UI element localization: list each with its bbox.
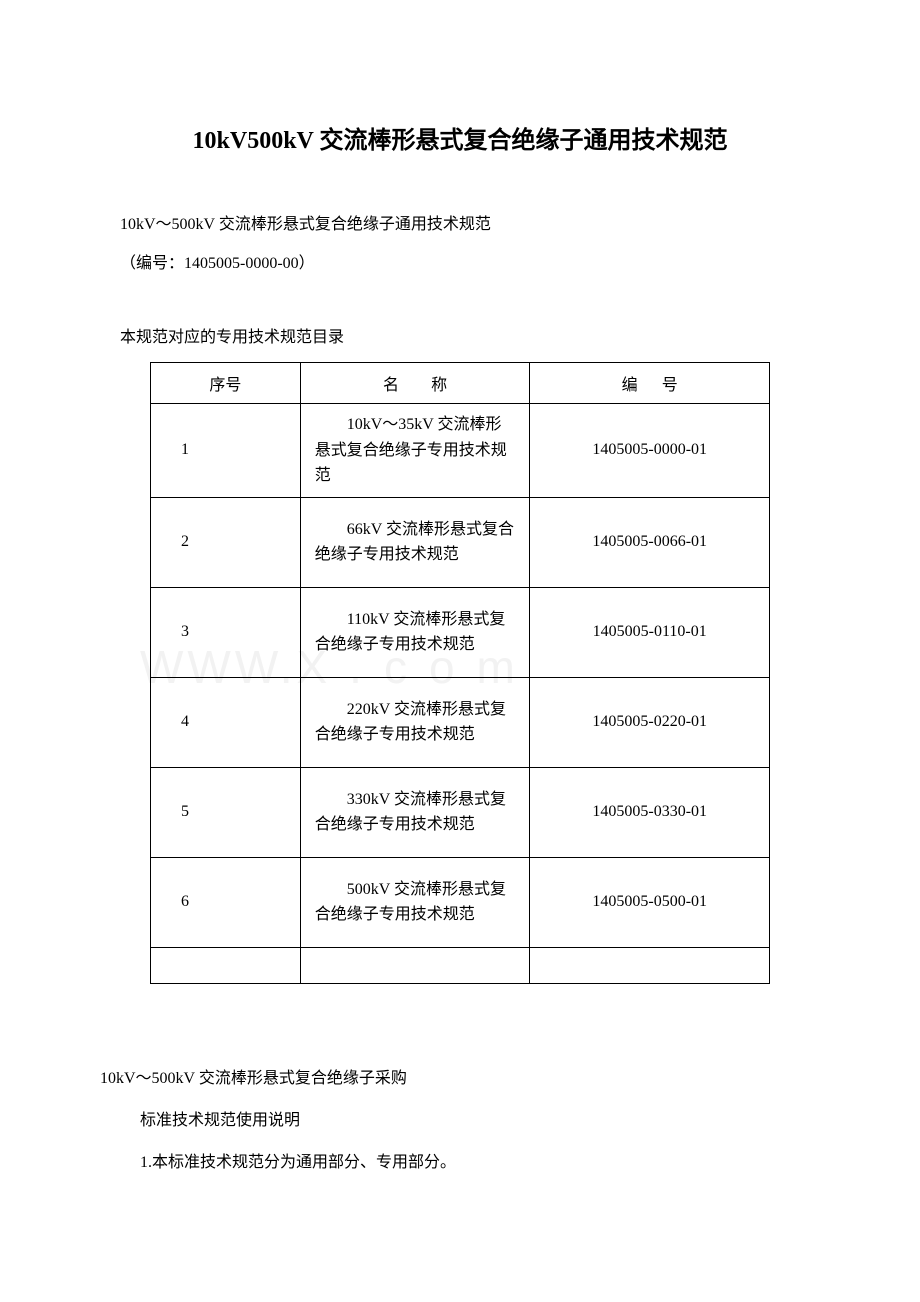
cell-name: 10kV～35kV 交流棒形悬式复合绝缘子专用技术规范 [300,404,530,498]
cell-name: 330kV 交流棒形悬式复合绝缘子专用技术规范 [300,767,530,857]
bottom-line-2: 标准技术规范使用说明 [100,1106,820,1130]
cell-name: 110kV 交流棒形悬式复合绝缘子专用技术规范 [300,587,530,677]
table-row: 5 330kV 交流棒形悬式复合绝缘子专用技术规范 1405005-0330-0… [151,767,770,857]
document-subtitle: 10kV～500kV 交流棒形悬式复合绝缘子通用技术规范 [100,210,820,234]
cell-name-text: 10kV～35kV 交流棒形悬式复合绝缘子专用技术规范 [315,412,518,489]
cell-name-text: 330kV 交流棒形悬式复合绝缘子专用技术规范 [315,787,518,838]
cell-code: 1405005-0110-01 [530,587,770,677]
header-seq: 序号 [151,363,301,404]
cell-empty [530,947,770,983]
header-name: 名 称 [300,363,530,404]
table-header-row: 序号 名 称 编 号 [151,363,770,404]
header-code: 编 号 [530,363,770,404]
cell-name: 220kV 交流棒形悬式复合绝缘子专用技术规范 [300,677,530,767]
cell-code: 1405005-0066-01 [530,497,770,587]
cell-name-text: 110kV 交流棒形悬式复合绝缘子专用技术规范 [315,607,518,658]
table-row: 1 10kV～35kV 交流棒形悬式复合绝缘子专用技术规范 1405005-00… [151,404,770,498]
table-empty-row [151,947,770,983]
header-name-prefix: 名 [383,377,399,394]
table-row: 6 500kV 交流棒形悬式复合绝缘子专用技术规范 1405005-0500-0… [151,857,770,947]
spec-table: 序号 名 称 编 号 1 10kV～35kV 交流棒形悬式复合绝缘子专用技术规范… [150,362,770,984]
cell-name-text: 500kV 交流棒形悬式复合绝缘子专用技术规范 [315,877,518,928]
cell-code: 1405005-0000-01 [530,404,770,498]
document-title: 10kV500kV 交流棒形悬式复合绝缘子通用技术规范 [100,120,820,155]
table-row: 2 66kV 交流棒形悬式复合绝缘子专用技术规范 1405005-0066-01 [151,497,770,587]
cell-seq: 6 [151,857,301,947]
cell-empty [151,947,301,983]
table-row: 4 220kV 交流棒形悬式复合绝缘子专用技术规范 1405005-0220-0… [151,677,770,767]
table-body: 1 10kV～35kV 交流棒形悬式复合绝缘子专用技术规范 1405005-00… [151,404,770,984]
document-number: （编号：1405005-0000-00） [100,249,820,273]
bottom-line-1: 10kV～500kV 交流棒形悬式复合绝缘子采购 [100,1064,820,1088]
cell-name: 66kV 交流棒形悬式复合绝缘子专用技术规范 [300,497,530,587]
bottom-line-3: 1.本标准技术规范分为通用部分、专用部分。 [100,1148,820,1172]
cell-name: 500kV 交流棒形悬式复合绝缘子专用技术规范 [300,857,530,947]
header-code-prefix: 编 [622,377,638,394]
table-caption: 本规范对应的专用技术规范目录 [100,323,820,347]
cell-name-text: 220kV 交流棒形悬式复合绝缘子专用技术规范 [315,697,518,748]
header-name-suffix: 称 [431,377,447,394]
cell-code: 1405005-0220-01 [530,677,770,767]
cell-seq: 5 [151,767,301,857]
cell-code: 1405005-0500-01 [530,857,770,947]
cell-empty [300,947,530,983]
cell-seq: 3 [151,587,301,677]
table-row: 3 110kV 交流棒形悬式复合绝缘子专用技术规范 1405005-0110-0… [151,587,770,677]
cell-seq: 2 [151,497,301,587]
cell-name-text: 66kV 交流棒形悬式复合绝缘子专用技术规范 [315,517,518,568]
cell-seq: 1 [151,404,301,498]
cell-code: 1405005-0330-01 [530,767,770,857]
header-code-suffix: 号 [662,377,678,394]
cell-seq: 4 [151,677,301,767]
